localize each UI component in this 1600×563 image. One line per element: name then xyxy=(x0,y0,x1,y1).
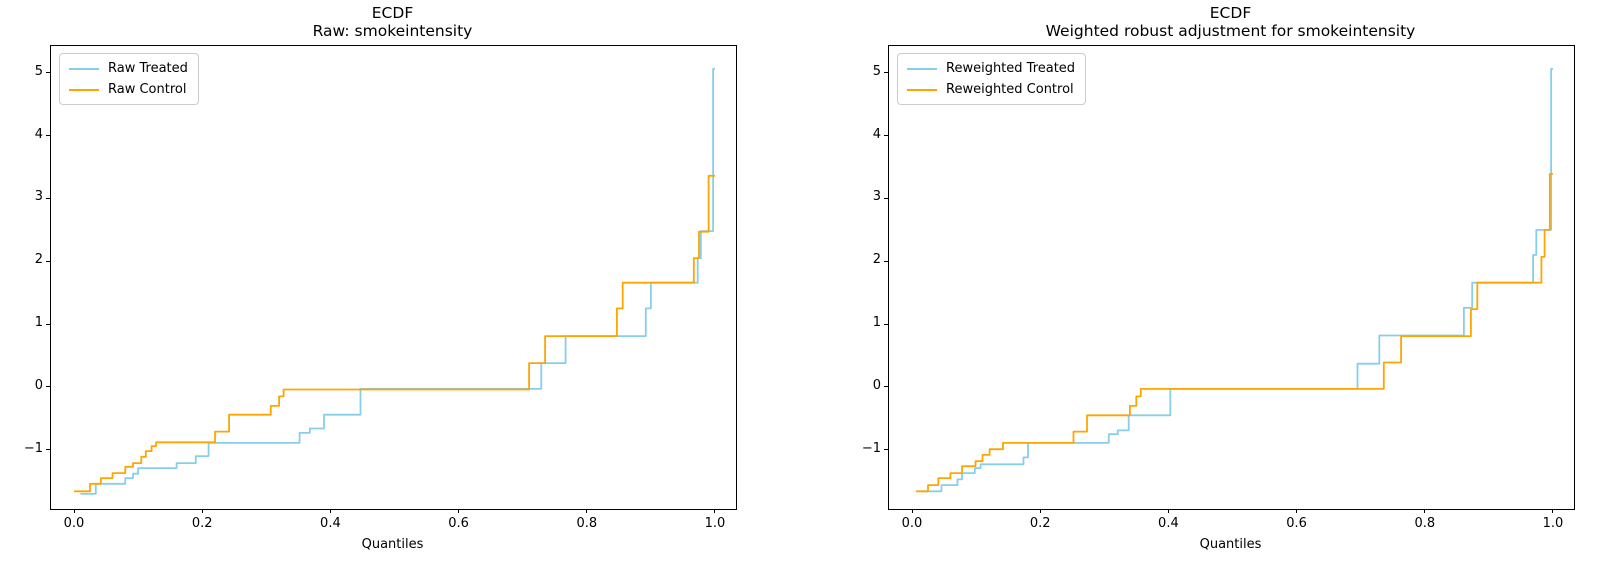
y-tick-label: 3 xyxy=(34,189,43,205)
legend-label: Raw Control xyxy=(108,82,187,97)
legend-entry-control: Reweighted Control xyxy=(907,82,1075,97)
x-tick-label: 0.6 xyxy=(1286,516,1307,531)
treated-line-swatch xyxy=(69,67,99,70)
legend-raw: Raw Treated Raw Control xyxy=(59,53,199,105)
legend-entry-control: Raw Control xyxy=(69,82,188,97)
x-tick-label: 1.0 xyxy=(704,516,726,531)
y-tick-mark xyxy=(46,386,50,388)
series-raw-control xyxy=(74,174,715,493)
x-tick-mark xyxy=(1552,509,1554,513)
y-tick-label: 5 xyxy=(872,63,881,79)
x-tick-label: 0.0 xyxy=(63,516,85,531)
x-tick-label: 0.4 xyxy=(1158,516,1179,531)
y-tick-mark xyxy=(46,449,50,451)
y-tick-mark xyxy=(884,197,888,199)
ecdf-curves-raw xyxy=(74,68,715,495)
x-tick-label: 0.0 xyxy=(901,516,923,531)
legend-label: Reweighted Control xyxy=(946,82,1074,97)
y-tick-label: 2 xyxy=(872,252,881,268)
y-tick-label: 2 xyxy=(34,252,43,268)
y-tick-label: 3 xyxy=(872,189,881,205)
x-tick-label: 0.8 xyxy=(1414,516,1436,531)
y-tick-mark xyxy=(46,72,50,74)
x-tick-label: 0.2 xyxy=(191,516,213,531)
y-tick-mark xyxy=(884,260,888,262)
x-tick-mark xyxy=(911,509,913,513)
x-tick-mark xyxy=(329,509,331,513)
y-tick-label: 1 xyxy=(872,315,881,331)
y-tick-mark xyxy=(884,323,888,325)
y-tick-label: 5 xyxy=(34,63,43,79)
control-line-swatch xyxy=(907,88,937,91)
y-tick-mark xyxy=(46,260,50,262)
x-tick-label: 0.6 xyxy=(448,516,469,531)
title-line-2: Weighted robust adjustment for smokeinte… xyxy=(1045,22,1416,40)
x-tick-mark xyxy=(1039,509,1041,513)
x-tick-label: 0.8 xyxy=(576,516,598,531)
panel-weighted: ECDF Weighted robust adjustment for smok… xyxy=(862,4,1575,552)
y-tick-label: −1 xyxy=(861,440,881,456)
x-tick-mark xyxy=(714,509,716,513)
y-tick-label: 4 xyxy=(872,126,881,142)
y-tick-label: 0 xyxy=(34,377,43,393)
legend-label: Reweighted Treated xyxy=(946,61,1076,76)
y-tick-mark xyxy=(884,449,888,451)
x-axis-label: Quantiles xyxy=(1199,537,1262,552)
plot-area-raw: Raw Treated Raw Control 0.0 0.2 0.4 0.6 0.8 1… xyxy=(24,45,737,531)
x-tick-mark xyxy=(1424,509,1426,513)
series-reweighted-control xyxy=(915,173,1553,493)
y-tick-mark xyxy=(884,135,888,137)
x-tick-mark xyxy=(1167,509,1169,513)
control-line-swatch xyxy=(69,88,99,91)
legend-label: Raw Treated xyxy=(108,61,188,76)
y-tick-label: 4 xyxy=(34,126,43,142)
x-tick-mark xyxy=(73,509,75,513)
x-tick-mark xyxy=(458,509,460,513)
ecdf-curves-weighted xyxy=(915,68,1553,493)
y-tick-mark xyxy=(46,135,50,137)
x-tick-label: 0.4 xyxy=(320,516,341,531)
series-reweighted-treated xyxy=(921,68,1553,493)
legend-entry-treated: Reweighted Treated xyxy=(907,61,1075,76)
legend-weighted: Reweighted Treated Reweighted Control xyxy=(897,53,1087,105)
y-tick-mark xyxy=(46,197,50,199)
x-tick-mark xyxy=(586,509,588,513)
title-line-1: ECDF xyxy=(1209,4,1252,22)
treated-line-swatch xyxy=(907,67,937,70)
legend-entry-treated: Raw Treated xyxy=(69,61,188,76)
y-tick-label: −1 xyxy=(23,440,43,456)
x-tick-mark xyxy=(201,509,203,513)
y-tick-mark xyxy=(46,323,50,325)
y-tick-label: 1 xyxy=(34,315,43,331)
title-line-2: Raw: smokeintensity xyxy=(312,22,473,40)
chart-title-weighted: ECDF Weighted robust adjustment for smok… xyxy=(848,4,1600,40)
panel-raw: ECDF Raw: smokeintensity Raw Treated Raw… xyxy=(24,4,737,552)
y-tick-label: 0 xyxy=(872,377,881,393)
y-tick-mark xyxy=(884,386,888,388)
x-tick-label: 1.0 xyxy=(1542,516,1564,531)
x-tick-mark xyxy=(1296,509,1298,513)
y-tick-mark xyxy=(884,72,888,74)
chart-title-raw: ECDF Raw: smokeintensity xyxy=(10,4,775,40)
x-axis-label: Quantiles xyxy=(361,537,424,552)
series-raw-treated xyxy=(80,68,715,495)
title-line-1: ECDF xyxy=(371,4,414,22)
plot-area-weighted: Reweighted Treated Reweighted Control 0.… xyxy=(862,45,1575,531)
x-tick-label: 0.2 xyxy=(1029,516,1051,531)
